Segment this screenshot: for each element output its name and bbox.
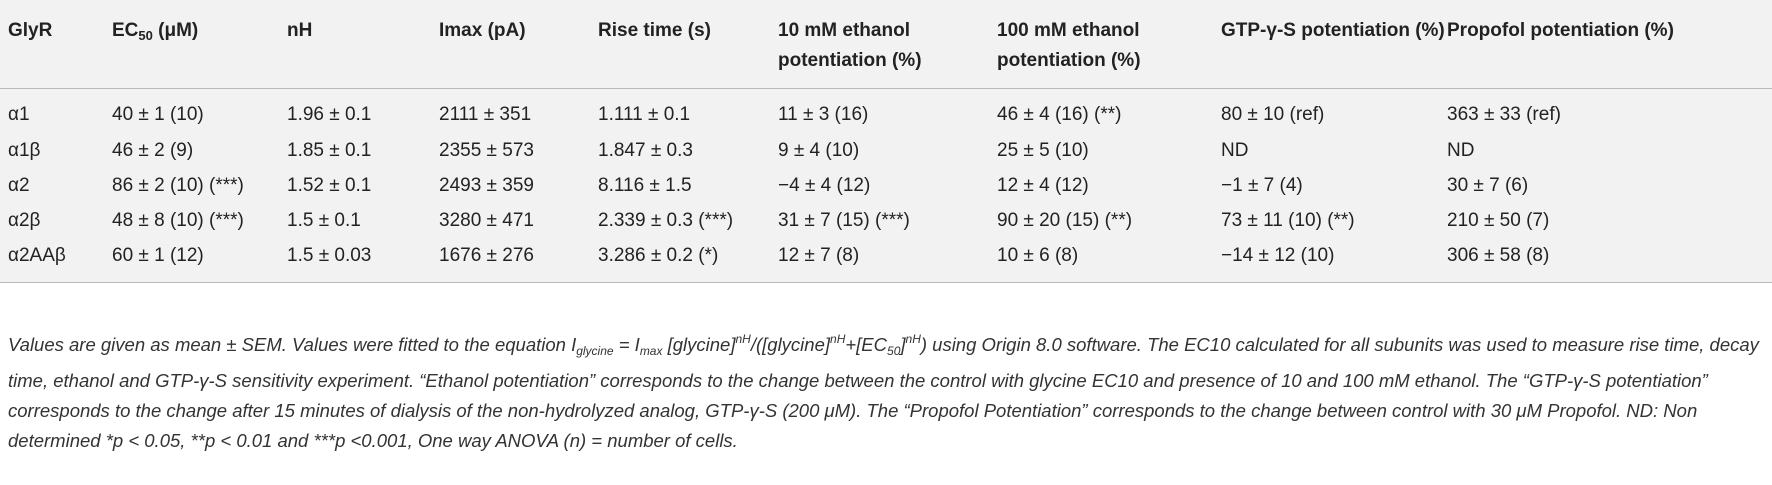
cell-ethanol-100: 10 ± 6 (8) xyxy=(997,238,1221,283)
header-gtp: GTP-γ-S potentiation (%) xyxy=(1221,0,1447,89)
table-footnote: Values are given as mean ± SEM. Values w… xyxy=(8,332,1759,451)
table-row: α1 40 ± 1 (10) 1.96 ± 0.1 2111 ± 351 1.1… xyxy=(0,89,1772,134)
cell-propofol: 210 ± 50 (7) xyxy=(1447,209,1550,231)
cell-gtp: 73 ± 11 (10) (**) xyxy=(1221,209,1355,231)
cell-glyr: α2AAβ xyxy=(0,238,112,283)
table-row: α2β 48 ± 8 (10) (***) 1.5 ± 0.1 3280 ± 4… xyxy=(0,203,1772,238)
header-ethanol-100: 100 mM ethanol potentiation (%) xyxy=(997,0,1221,89)
cell-propofol: 306 ± 58 (8) xyxy=(1447,238,1772,283)
cell-ethanol-100: 90 ± 20 (15) (**) xyxy=(997,209,1133,231)
header-ethanol-10: 10 mM ethanol potentiation (%) xyxy=(778,0,997,89)
cell-ethanol-100: 25 ± 5 (10) xyxy=(997,139,1089,161)
cell-rise-time: 3.286 ± 0.2 (*) xyxy=(598,238,778,283)
cell-ec50: 46 ± 2 (9) xyxy=(112,139,194,161)
table-row: α1β 46 ± 2 (9) 1.85 ± 0.1 2355 ± 573 1.8… xyxy=(0,133,1772,168)
table-row: α2AAβ 60 ± 1 (12) 1.5 ± 0.03 1676 ± 276 … xyxy=(0,238,1772,283)
header-propofol: Propofol potentiation (%) xyxy=(1447,0,1772,89)
cell-propofol: ND xyxy=(1447,139,1475,161)
header-row: GlyR EC50 (μM) nH Imax (pA) Rise time (s… xyxy=(0,0,1772,89)
cell-imax: 1676 ± 276 xyxy=(439,238,598,283)
header-imax: Imax (pA) xyxy=(439,0,598,89)
cell-imax: 2111 ± 351 xyxy=(439,104,532,125)
header-rise-time: Rise time (s) xyxy=(598,0,778,89)
cell-gtp: −14 ± 12 (10) xyxy=(1221,238,1447,283)
cell-gtp: ND xyxy=(1221,139,1249,161)
results-table: GlyR EC50 (μM) nH Imax (pA) Rise time (s… xyxy=(0,0,1772,283)
cell-glyr: α2 xyxy=(8,174,30,196)
cell-imax: 2493 ± 359 xyxy=(439,174,534,196)
cell-ethanol-100: 12 ± 4 (12) xyxy=(997,174,1089,196)
header-nh: nH xyxy=(287,0,439,89)
cell-ethanol-10: 9 ± 4 (10) xyxy=(778,139,860,161)
cell-glyr: α1β xyxy=(8,139,41,161)
cell-ec50: 60 ± 1 (12) xyxy=(112,238,287,283)
cell-propofol: 363 ± 33 (ref) xyxy=(1447,104,1561,125)
cell-glyr: α2β xyxy=(8,209,41,231)
cell-rise-time: 1.847 ± 0.3 xyxy=(598,139,693,161)
cell-nh: 1.85 ± 0.1 xyxy=(287,139,372,161)
cell-ec50: 48 ± 8 (10) (***) xyxy=(112,209,244,231)
header-glyr: GlyR xyxy=(0,0,112,89)
cell-nh: 1.52 ± 0.1 xyxy=(287,174,372,196)
cell-gtp: −1 ± 7 (4) xyxy=(1221,174,1303,196)
cell-ethanol-10: 11 ± 3 (16) xyxy=(778,104,869,125)
cell-gtp: 80 ± 10 (ref) xyxy=(1221,104,1325,125)
cell-ethanol-100: 46 ± 4 (16) (**) xyxy=(997,104,1122,125)
cell-ethanol-10: −4 ± 4 (12) xyxy=(778,174,871,196)
cell-imax: 2355 ± 573 xyxy=(439,139,534,161)
cell-nh: 1.5 ± 0.03 xyxy=(287,238,439,283)
cell-rise-time: 8.116 ± 1.5 xyxy=(598,174,692,196)
cell-rise-time: 1.111 ± 0.1 xyxy=(598,104,691,125)
cell-ec50: 40 ± 1 (10) xyxy=(112,104,204,125)
cell-propofol: 30 ± 7 (6) xyxy=(1447,174,1529,196)
cell-imax: 3280 ± 471 xyxy=(439,209,534,231)
cell-glyr: α1 xyxy=(8,104,30,125)
cell-ethanol-10: 31 ± 7 (15) (***) xyxy=(778,209,910,231)
cell-ethanol-10: 12 ± 7 (8) xyxy=(778,238,997,283)
cell-nh: 1.96 ± 0.1 xyxy=(287,104,372,125)
header-ec50: EC50 (μM) xyxy=(112,0,287,89)
cell-rise-time: 2.339 ± 0.3 (***) xyxy=(598,209,734,231)
cell-ec50: 86 ± 2 (10) (***) xyxy=(112,174,244,196)
table-row: α2 86 ± 2 (10) (***) 1.52 ± 0.1 2493 ± 3… xyxy=(0,168,1772,203)
cell-nh: 1.5 ± 0.1 xyxy=(287,209,361,231)
